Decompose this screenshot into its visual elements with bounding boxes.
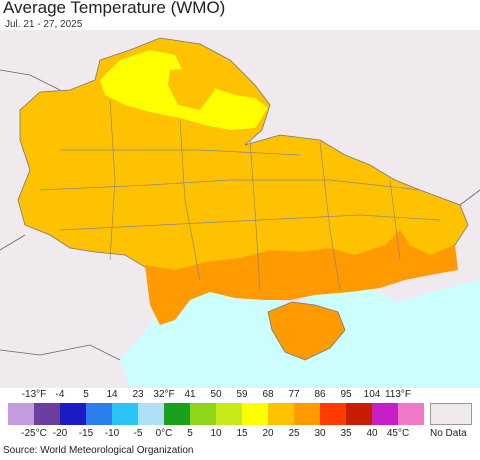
temperature-map bbox=[0, 30, 480, 388]
legend-c-tick: -15 bbox=[78, 428, 94, 439]
legend-c-tick: -20 bbox=[52, 428, 68, 439]
country-borders bbox=[0, 69, 480, 361]
legend-f-tick: 41 bbox=[184, 389, 196, 400]
oblast-borders bbox=[39, 99, 441, 291]
legend-c-tick: 15 bbox=[236, 428, 248, 439]
legend-swatch bbox=[242, 403, 268, 425]
legend-c-tick: -25°C bbox=[21, 428, 47, 439]
legend-swatch bbox=[346, 403, 372, 425]
legend-swatch bbox=[216, 403, 242, 425]
no-data-swatch bbox=[430, 403, 472, 425]
legend-f-tick: 59 bbox=[236, 389, 248, 400]
legend-swatch bbox=[112, 403, 138, 425]
legend-f-tick: 77 bbox=[288, 389, 300, 400]
region-amber-patch bbox=[168, 68, 215, 110]
legend-c-tick: 10 bbox=[210, 428, 222, 439]
legend-f-tick: 14 bbox=[106, 389, 118, 400]
legend-f-tick: 32°F bbox=[153, 389, 175, 400]
region-orange-south bbox=[145, 230, 458, 325]
legend-celsius-ticks: -25°C -20 -15 -10 -5 0°C 5 10 15 20 25 30 35 40 45°C bbox=[0, 428, 480, 440]
legend-swatch bbox=[164, 403, 190, 425]
legend-f-tick: 50 bbox=[210, 389, 222, 400]
crimea bbox=[267, 301, 346, 361]
legend-swatch bbox=[34, 403, 60, 425]
legend-color-bar bbox=[0, 403, 480, 425]
legend-c-tick: 35 bbox=[340, 428, 352, 439]
legend-swatch bbox=[190, 403, 216, 425]
legend-swatch bbox=[86, 403, 112, 425]
legend-swatch bbox=[138, 403, 164, 425]
no-data-label: No Data bbox=[430, 428, 467, 439]
legend-f-tick: 68 bbox=[262, 389, 274, 400]
legend-c-tick: 25 bbox=[288, 428, 300, 439]
source-credit: Source: World Meteorological Organizatio… bbox=[3, 445, 194, 456]
date-range: Jul. 21 - 27, 2025 bbox=[5, 19, 83, 30]
legend-f-tick: 5 bbox=[83, 389, 89, 400]
legend-f-tick: -13°F bbox=[21, 389, 47, 400]
legend-c-tick: 5 bbox=[187, 428, 193, 439]
legend-c-tick: -5 bbox=[133, 428, 143, 439]
map-title: Average Temperature (WMO) bbox=[3, 0, 226, 17]
legend-f-tick: 113°F bbox=[384, 389, 412, 400]
legend-f-tick: 104 bbox=[363, 389, 381, 400]
legend-swatch bbox=[398, 403, 424, 425]
legend-f-tick: 86 bbox=[314, 389, 326, 400]
legend-c-tick: 20 bbox=[262, 428, 274, 439]
legend-swatch bbox=[294, 403, 320, 425]
legend-f-tick: 95 bbox=[340, 389, 352, 400]
legend-f-tick: 23 bbox=[132, 389, 144, 400]
legend-c-tick: 0°C bbox=[155, 428, 173, 439]
legend-c-tick: -10 bbox=[104, 428, 120, 439]
legend-swatch bbox=[372, 403, 398, 425]
legend-swatch bbox=[60, 403, 86, 425]
legend-swatch bbox=[268, 403, 294, 425]
legend-swatch bbox=[320, 403, 346, 425]
legend-swatch bbox=[8, 403, 34, 425]
legend-c-tick: 40 bbox=[366, 428, 378, 439]
legend-c-tick: 45°C bbox=[386, 428, 410, 439]
legend-c-tick: 30 bbox=[314, 428, 326, 439]
legend-f-tick: -4 bbox=[55, 389, 65, 400]
legend-fahrenheit-ticks: -13°F -4 5 14 23 32°F 41 50 59 68 77 86 95 104 113°F bbox=[0, 389, 480, 401]
